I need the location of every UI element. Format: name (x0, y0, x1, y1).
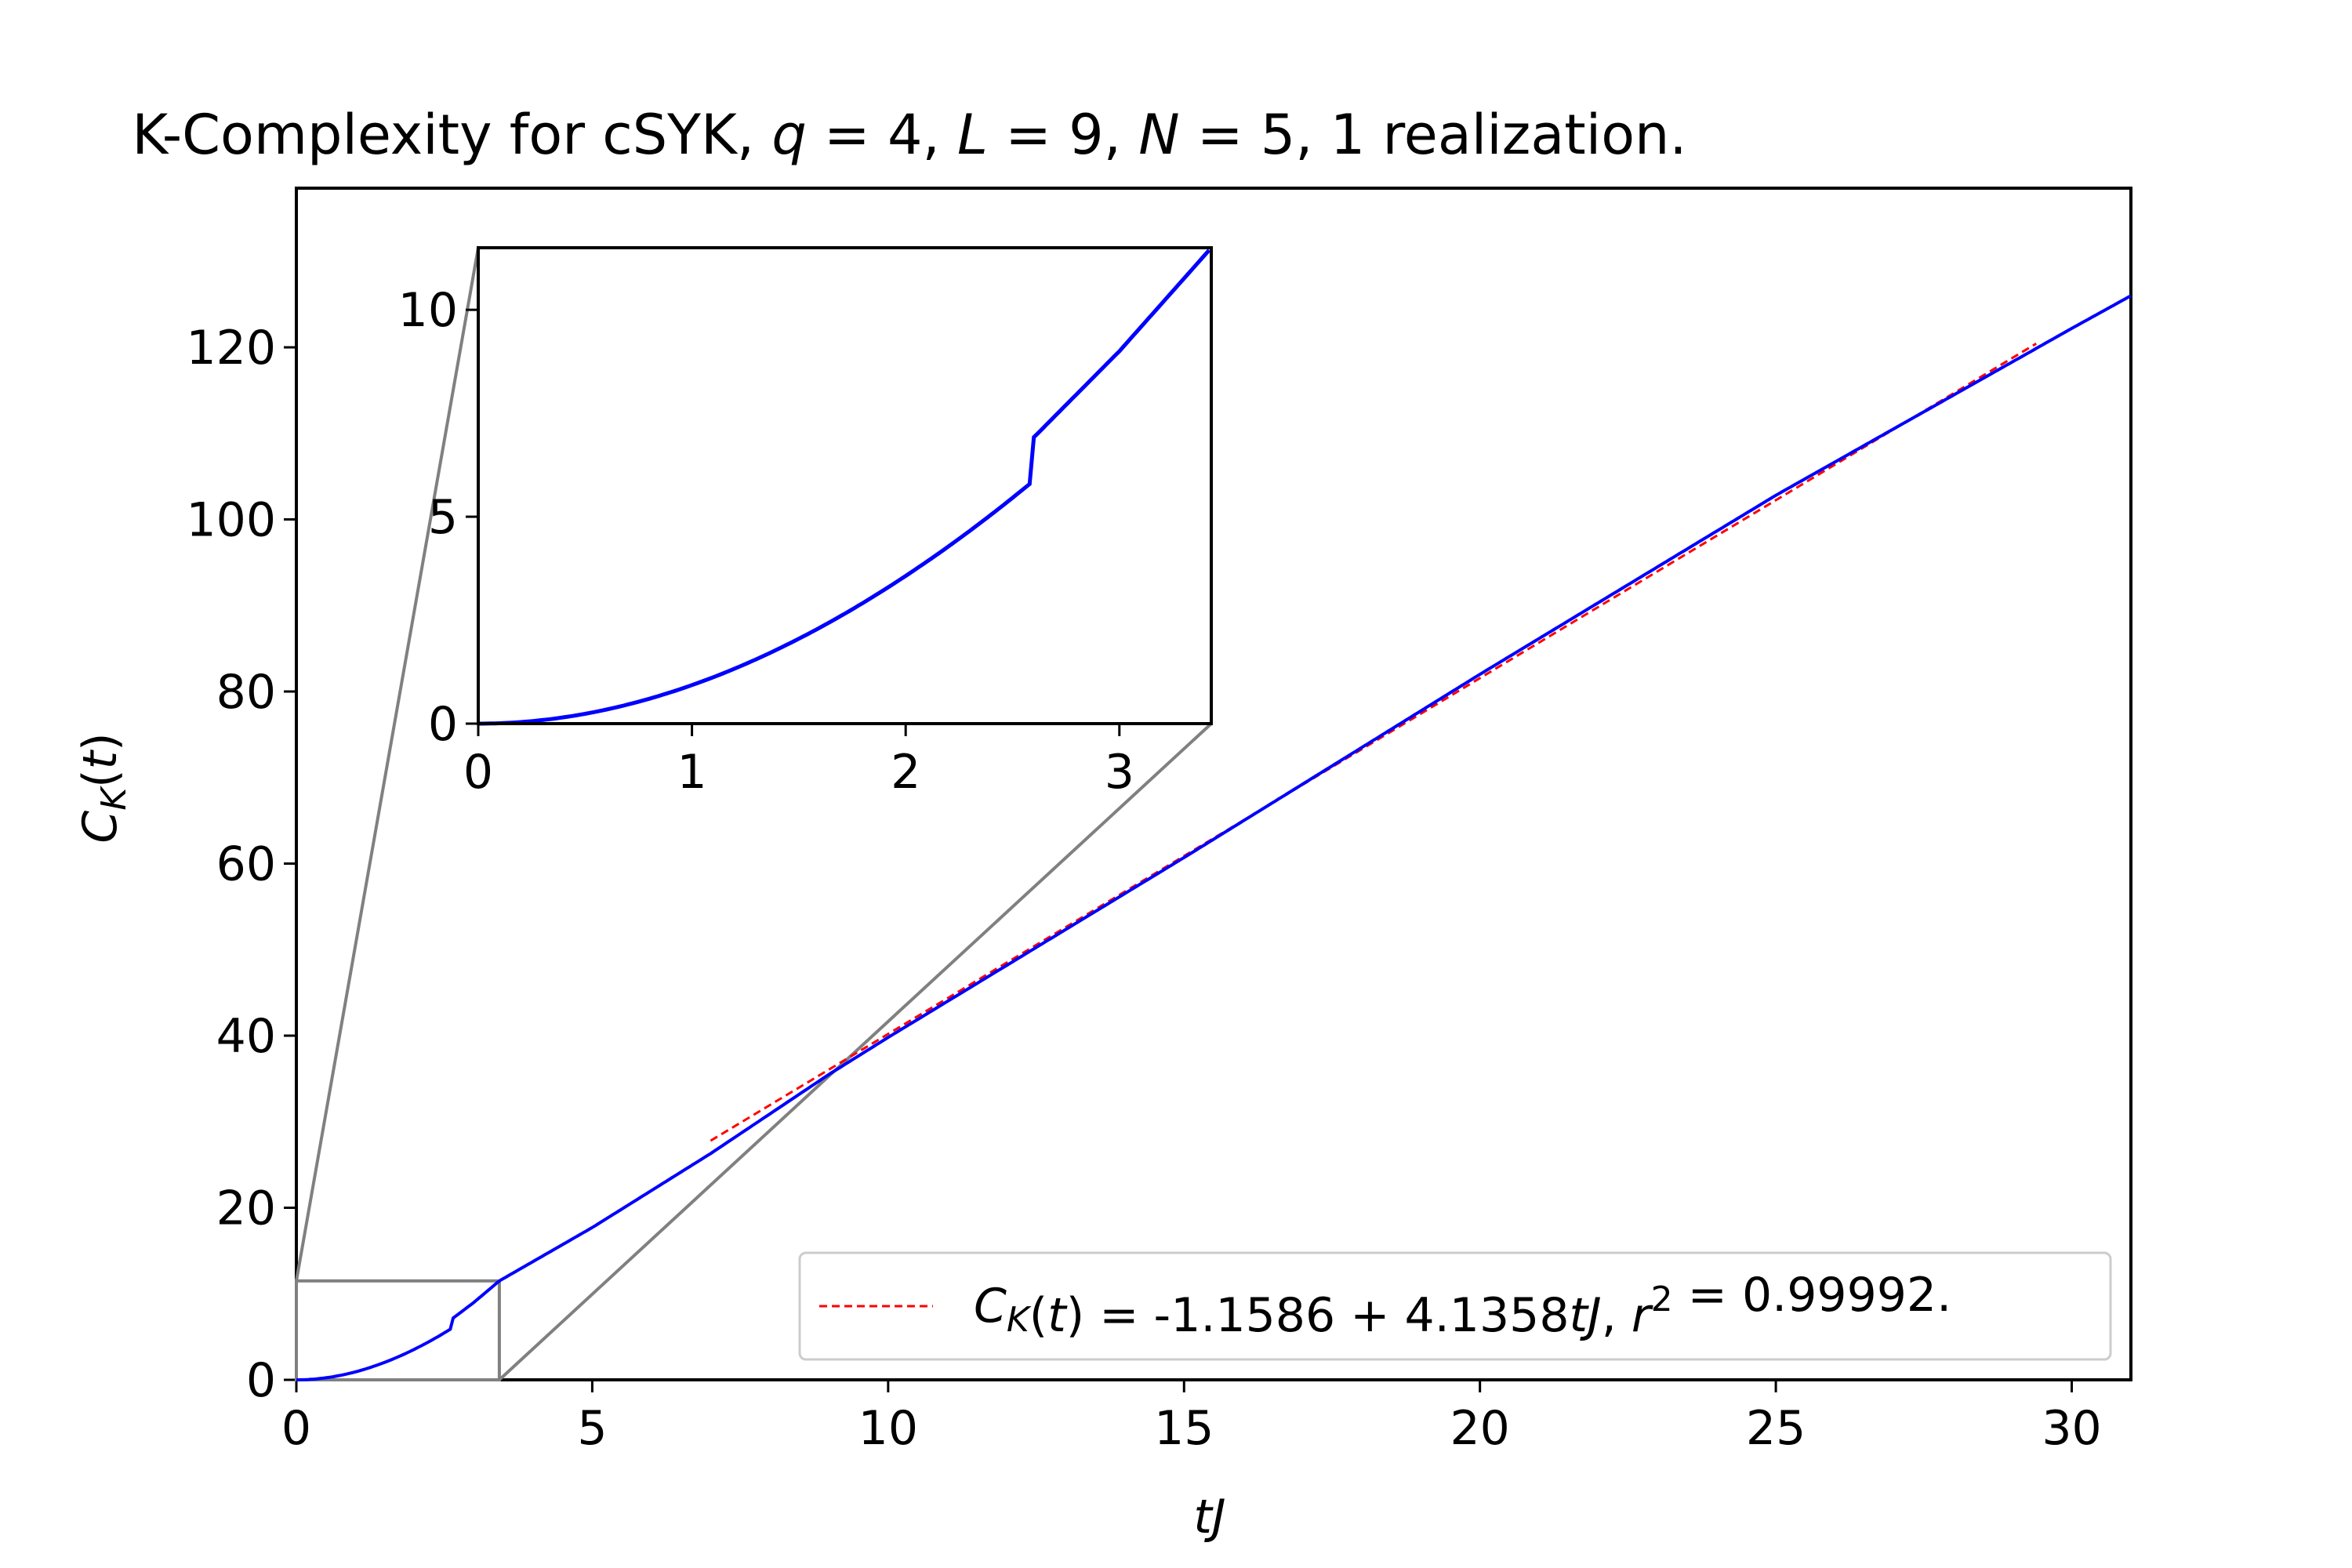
series-fit-line (710, 342, 2037, 1142)
y-tick-label: 80 (216, 665, 276, 720)
x-tick-label: 20 (1450, 1401, 1509, 1456)
inset-y-tick-label: 0 (428, 697, 458, 752)
main-axes-frame (295, 187, 2132, 1381)
inset-axes-frame (477, 246, 1213, 725)
legend-box (798, 1251, 2112, 1361)
y-tick-label: 0 (246, 1353, 276, 1408)
inset-background (478, 248, 1211, 724)
zoom-connector-line (498, 722, 1213, 1381)
y-tick-label: 60 (216, 837, 276, 892)
inset-x-tick-label: 0 (463, 745, 493, 800)
inset-plot-area: 0 1 2 3 0 5 10 (398, 246, 1213, 800)
inset-y-tick-label: 10 (398, 283, 458, 338)
main-x-axis: 0 5 10 15 20 25 30 (281, 1380, 2102, 1456)
zoom-indicator (295, 247, 1213, 1382)
legend-label-fit: CK(t) = -1.1586 + 4.1358tJ, r2 = 0.99992… (974, 1268, 1951, 1343)
y-tick-label: 100 (186, 493, 276, 548)
y-tick-label: 40 (216, 1009, 276, 1064)
zoom-rectangle (295, 1279, 501, 1382)
main-y-axis: 0 20 40 60 80 100 120 (186, 321, 296, 1408)
inset-y-tick-label: 5 (428, 490, 458, 545)
zoom-connector-line (295, 247, 480, 1282)
x-tick-label: 10 (858, 1401, 918, 1456)
inset-y-axis: 0 5 10 (398, 283, 478, 752)
x-tick-label: 30 (2042, 1401, 2101, 1456)
y-tick-label: 20 (216, 1181, 276, 1236)
legend: CK(t) = -1.1586 + 4.1358tJ, r2 = 0.99992… (798, 1251, 2112, 1361)
inset-x-tick-label: 1 (677, 745, 707, 800)
x-axis-label: tJ (1193, 1490, 1225, 1544)
inset-x-tick-label: 2 (891, 745, 920, 800)
inset-series-group (478, 249, 1211, 726)
y-tick-label: 120 (186, 321, 276, 376)
x-tick-label: 5 (577, 1401, 607, 1456)
x-tick-label: 0 (281, 1401, 311, 1456)
main-series-group (296, 294, 2132, 1381)
inset-x-tick-label: 3 (1105, 745, 1134, 800)
inset-series-kcomplexity-line (478, 249, 1211, 726)
inset-x-axis: 0 1 2 3 (463, 724, 1134, 800)
y-axis-label: CK(t) (73, 732, 134, 843)
x-tick-label: 25 (1746, 1401, 1806, 1456)
x-tick-label: 15 (1154, 1401, 1214, 1456)
chart-title: K-Complexity for cSYK, q = 4, L = 9, N =… (132, 103, 1686, 167)
series-kcomplexity-line (296, 294, 2132, 1381)
